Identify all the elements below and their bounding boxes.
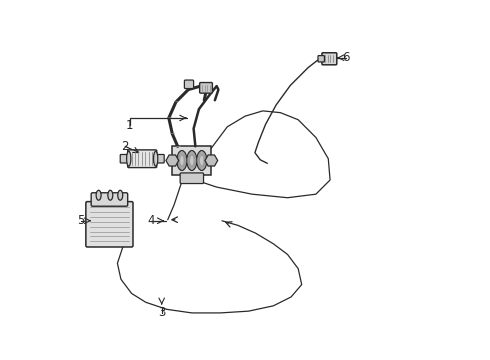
FancyBboxPatch shape: [86, 202, 133, 247]
FancyBboxPatch shape: [184, 80, 194, 89]
FancyBboxPatch shape: [322, 53, 337, 65]
Ellipse shape: [108, 190, 113, 200]
FancyBboxPatch shape: [180, 173, 203, 184]
Text: 4: 4: [147, 214, 155, 227]
Ellipse shape: [126, 151, 131, 166]
FancyBboxPatch shape: [120, 154, 130, 163]
Ellipse shape: [153, 151, 158, 166]
Text: 6: 6: [343, 51, 350, 64]
FancyBboxPatch shape: [172, 146, 211, 175]
FancyBboxPatch shape: [128, 150, 157, 168]
FancyBboxPatch shape: [199, 82, 212, 93]
Ellipse shape: [177, 150, 187, 170]
Text: 1: 1: [126, 118, 134, 131]
Text: 5: 5: [77, 214, 85, 227]
Ellipse shape: [96, 190, 101, 200]
Ellipse shape: [187, 150, 197, 170]
Text: 2: 2: [122, 140, 129, 153]
Text: 3: 3: [158, 306, 166, 319]
Ellipse shape: [197, 150, 207, 170]
FancyBboxPatch shape: [91, 193, 128, 206]
Ellipse shape: [118, 190, 122, 200]
FancyBboxPatch shape: [154, 154, 164, 163]
FancyBboxPatch shape: [318, 55, 324, 62]
